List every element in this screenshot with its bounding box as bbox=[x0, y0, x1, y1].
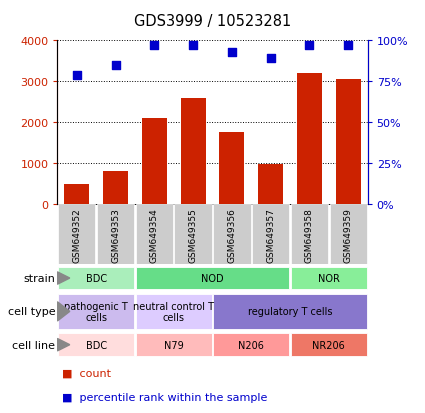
Bar bbox=[142, 119, 167, 204]
Bar bbox=[252, 204, 289, 264]
Point bbox=[74, 72, 80, 79]
Bar bbox=[213, 294, 367, 329]
Bar bbox=[336, 80, 361, 204]
Text: GSM649356: GSM649356 bbox=[227, 207, 236, 262]
Text: N79: N79 bbox=[164, 340, 184, 350]
Bar bbox=[136, 204, 173, 264]
Bar bbox=[291, 333, 367, 356]
Bar bbox=[219, 133, 244, 204]
Text: NOR: NOR bbox=[318, 273, 340, 283]
Point bbox=[306, 43, 313, 50]
Text: ■  count: ■ count bbox=[62, 368, 110, 377]
Bar bbox=[291, 204, 328, 264]
Bar bbox=[291, 267, 367, 290]
Bar bbox=[136, 333, 212, 356]
Point bbox=[229, 50, 235, 56]
Text: strain: strain bbox=[23, 273, 55, 283]
Text: N206: N206 bbox=[238, 340, 264, 350]
Polygon shape bbox=[57, 302, 70, 321]
Text: GSM649353: GSM649353 bbox=[111, 207, 120, 262]
Text: pathogenic T
cells: pathogenic T cells bbox=[64, 301, 128, 323]
Text: GSM649355: GSM649355 bbox=[189, 207, 198, 262]
Text: GSM649354: GSM649354 bbox=[150, 207, 159, 262]
Text: ■  percentile rank within the sample: ■ percentile rank within the sample bbox=[62, 392, 267, 402]
Bar bbox=[58, 204, 95, 264]
Bar bbox=[97, 204, 134, 264]
Text: neutral control T
cells: neutral control T cells bbox=[133, 301, 214, 323]
Bar bbox=[136, 294, 212, 329]
Bar bbox=[64, 185, 89, 204]
Bar bbox=[213, 204, 250, 264]
Point bbox=[112, 62, 119, 69]
Text: GSM649358: GSM649358 bbox=[305, 207, 314, 262]
Point bbox=[190, 43, 196, 50]
Bar bbox=[58, 267, 134, 290]
Text: cell type: cell type bbox=[8, 306, 55, 317]
Point bbox=[267, 56, 274, 62]
Bar bbox=[181, 98, 206, 204]
Point bbox=[151, 43, 158, 50]
Text: NR206: NR206 bbox=[312, 340, 345, 350]
Text: GSM649352: GSM649352 bbox=[72, 207, 81, 262]
Text: GDS3999 / 10523281: GDS3999 / 10523281 bbox=[134, 14, 291, 29]
Bar bbox=[175, 204, 212, 264]
Bar bbox=[58, 333, 134, 356]
Bar bbox=[330, 204, 367, 264]
Text: GSM649359: GSM649359 bbox=[344, 207, 353, 262]
Bar bbox=[136, 267, 289, 290]
Polygon shape bbox=[57, 339, 70, 351]
Bar bbox=[297, 74, 322, 204]
Bar bbox=[258, 164, 283, 204]
Text: cell line: cell line bbox=[12, 340, 55, 350]
Polygon shape bbox=[57, 272, 70, 285]
Text: BDC: BDC bbox=[85, 340, 107, 350]
Point bbox=[345, 43, 351, 50]
Text: NOD: NOD bbox=[201, 273, 224, 283]
Text: GSM649357: GSM649357 bbox=[266, 207, 275, 262]
Text: BDC: BDC bbox=[85, 273, 107, 283]
Bar bbox=[58, 294, 134, 329]
Text: regulatory T cells: regulatory T cells bbox=[248, 306, 332, 317]
Bar bbox=[103, 172, 128, 204]
Bar bbox=[213, 333, 289, 356]
